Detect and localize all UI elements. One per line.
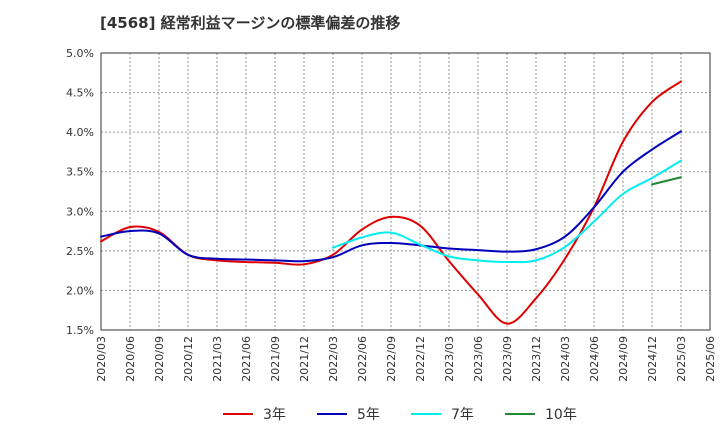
series-line-4 bbox=[651, 176, 682, 186]
y-tick-label: 4.5% bbox=[66, 87, 94, 100]
legend-label: 5年 bbox=[357, 407, 380, 423]
legend: 3年 5年 7年 10年 bbox=[223, 407, 577, 423]
x-tick-label: 2023/12 bbox=[530, 336, 543, 382]
grid-lines bbox=[101, 53, 710, 330]
x-tick-label: 2024/12 bbox=[646, 336, 659, 382]
y-tick-label: 3.5% bbox=[66, 166, 94, 179]
x-tick-label: 2021/09 bbox=[269, 336, 282, 382]
x-tick-label: 2022/03 bbox=[327, 336, 340, 382]
y-tick-label: 3.0% bbox=[66, 205, 94, 218]
x-tick-label: 2024/09 bbox=[617, 336, 630, 382]
y-tick-label: 1.5% bbox=[66, 324, 94, 337]
legend-label: 10年 bbox=[545, 407, 577, 423]
x-axis: 2020/03 2020/06 2020/09 2020/12 2021/03 2021/… bbox=[95, 336, 717, 382]
x-tick-label: 2020/06 bbox=[124, 336, 137, 382]
x-tick-label: 2023/03 bbox=[443, 336, 456, 382]
x-tick-label: 2020/03 bbox=[95, 336, 108, 382]
y-tick-label: 2.5% bbox=[66, 245, 94, 258]
y-tick-label: 4.0% bbox=[66, 126, 94, 139]
x-tick-label: 2024/06 bbox=[588, 336, 601, 382]
y-tick-label: 5.0% bbox=[66, 47, 94, 60]
legend-label: 3年 bbox=[263, 407, 286, 423]
x-tick-label: 2025/06 bbox=[704, 336, 717, 382]
x-tick-label: 2025/03 bbox=[675, 336, 688, 382]
plot-area-border bbox=[100, 52, 711, 331]
series-line-2 bbox=[100, 130, 682, 263]
series-line-3 bbox=[332, 159, 682, 264]
chart-title: [4568] 経常利益マージンの標準偏差の推移 bbox=[100, 14, 401, 32]
x-tick-label: 2021/06 bbox=[240, 336, 253, 382]
y-axis: 1.5% 2.0% 2.5% 3.0% 3.5% 4.0% 4.5% 5.0% bbox=[66, 47, 94, 337]
x-tick-label: 2022/06 bbox=[356, 336, 369, 382]
x-tick-label: 2020/09 bbox=[153, 336, 166, 382]
x-tick-label: 2020/12 bbox=[182, 336, 195, 382]
y-tick-label: 2.0% bbox=[66, 284, 94, 297]
x-tick-label: 2021/12 bbox=[298, 336, 311, 382]
x-tick-label: 2024/03 bbox=[559, 336, 572, 382]
x-tick-label: 2021/03 bbox=[211, 336, 224, 382]
x-tick-label: 2023/06 bbox=[472, 336, 485, 382]
x-tick-label: 2023/09 bbox=[501, 336, 514, 382]
series-lines bbox=[100, 80, 682, 325]
x-tick-label: 2022/09 bbox=[385, 336, 398, 382]
x-tick-label: 2022/12 bbox=[414, 336, 427, 382]
legend-label: 7年 bbox=[451, 407, 474, 423]
